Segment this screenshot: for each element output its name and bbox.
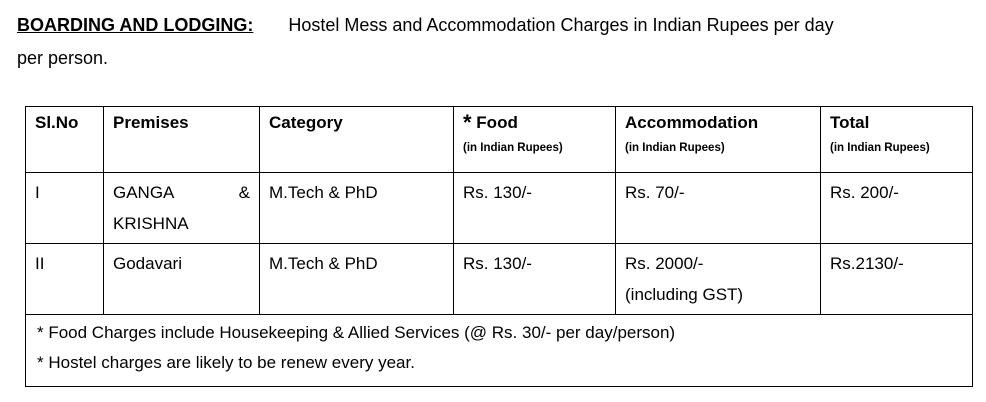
cell-slno: II xyxy=(25,243,104,315)
notes-row: * Food Charges include Housekeeping & Al… xyxy=(25,314,973,387)
header-category: Category xyxy=(259,106,454,173)
heading-text-continued: per person. xyxy=(17,48,109,68)
section-heading: BOARDING AND LODGING: Hostel Mess and Ac… xyxy=(17,15,834,36)
cell-slno: I xyxy=(25,172,104,244)
cell-total: Rs.2130/- xyxy=(820,243,973,315)
header-total: Total (in Indian Rupees) xyxy=(820,106,973,173)
table-header-row: Sl.No Premises Category * Food (in Indian… xyxy=(25,106,973,173)
heading-label: BOARDING AND LODGING: xyxy=(17,15,254,35)
cell-total: Rs. 200/- xyxy=(820,172,973,244)
header-premises: Premises xyxy=(103,106,260,173)
note-food: * Food Charges include Housekeeping & Al… xyxy=(37,323,676,342)
cell-accommodation: Rs. 2000/- (including GST) xyxy=(615,243,821,315)
notes-cell: * Food Charges include Housekeeping & Al… xyxy=(25,314,973,387)
cell-premises: Godavari xyxy=(103,243,260,315)
heading-text: Hostel Mess and Accommodation Charges in… xyxy=(288,15,834,35)
charges-table: Sl.No Premises Category * Food (in Indian… xyxy=(25,106,973,387)
cell-food: Rs. 130/- xyxy=(453,172,616,244)
table-row: I GANGA & KRISHNA M.Tech & PhD Rs. 130/- R… xyxy=(25,172,973,244)
cell-category: M.Tech & PhD xyxy=(259,172,454,244)
header-slno: Sl.No xyxy=(25,106,104,173)
cell-premises: GANGA & KRISHNA xyxy=(103,172,260,244)
cell-category: M.Tech & PhD xyxy=(259,243,454,315)
table-row: II Godavari M.Tech & PhD Rs. 130/- Rs. 2… xyxy=(25,243,973,315)
cell-food: Rs. 130/- xyxy=(453,243,616,315)
cell-accommodation: Rs. 70/- xyxy=(615,172,821,244)
header-accommodation: Accommodation (in Indian Rupees) xyxy=(615,106,821,173)
note-hostel: * Hostel charges are likely to be renew … xyxy=(37,353,415,372)
header-food: * Food (in Indian Rupees) xyxy=(453,106,616,173)
